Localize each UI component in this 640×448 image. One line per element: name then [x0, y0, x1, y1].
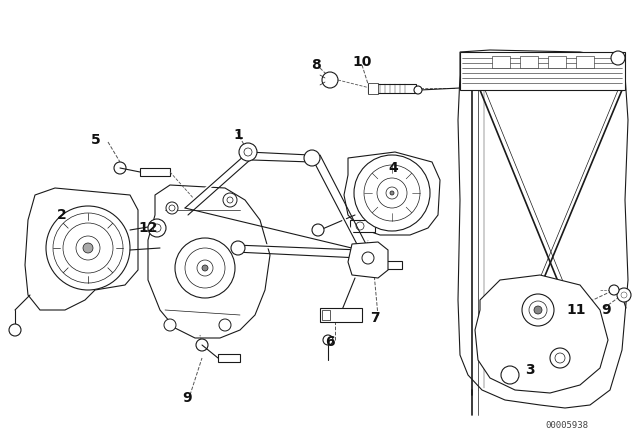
- Circle shape: [534, 306, 542, 314]
- Circle shape: [76, 236, 100, 260]
- Circle shape: [501, 366, 519, 384]
- Bar: [322, 310, 330, 320]
- Circle shape: [164, 319, 176, 331]
- Bar: [368, 83, 378, 94]
- Circle shape: [617, 288, 631, 302]
- Circle shape: [239, 143, 257, 161]
- Circle shape: [223, 193, 237, 207]
- Circle shape: [362, 252, 374, 264]
- Polygon shape: [344, 152, 440, 235]
- Text: 5: 5: [91, 133, 101, 147]
- Circle shape: [244, 148, 252, 156]
- Circle shape: [53, 213, 123, 283]
- Polygon shape: [475, 275, 608, 393]
- Circle shape: [362, 252, 374, 264]
- Circle shape: [83, 243, 93, 253]
- Circle shape: [202, 265, 208, 271]
- Circle shape: [522, 294, 554, 326]
- Polygon shape: [458, 50, 628, 408]
- Circle shape: [227, 197, 233, 203]
- Text: 7: 7: [370, 311, 380, 325]
- Bar: [140, 168, 170, 176]
- Bar: [548, 56, 566, 68]
- Circle shape: [175, 238, 235, 298]
- Circle shape: [153, 224, 161, 232]
- Circle shape: [304, 150, 320, 166]
- Text: 9: 9: [182, 391, 192, 405]
- Circle shape: [196, 339, 208, 351]
- Circle shape: [386, 187, 398, 199]
- Circle shape: [322, 72, 338, 88]
- Circle shape: [323, 335, 333, 345]
- Circle shape: [46, 206, 130, 290]
- Text: 4: 4: [388, 161, 398, 175]
- Circle shape: [231, 241, 245, 255]
- Circle shape: [63, 223, 113, 273]
- Bar: [576, 56, 594, 68]
- Bar: [380, 261, 402, 269]
- Circle shape: [621, 292, 627, 298]
- Circle shape: [364, 165, 420, 221]
- Text: 12: 12: [138, 221, 157, 235]
- Circle shape: [356, 222, 364, 230]
- Bar: [368, 84, 416, 93]
- Bar: [350, 220, 375, 232]
- Circle shape: [197, 260, 213, 276]
- Circle shape: [166, 202, 178, 214]
- Polygon shape: [348, 242, 388, 278]
- Circle shape: [148, 219, 166, 237]
- Circle shape: [312, 224, 324, 236]
- Bar: [320, 308, 362, 322]
- Text: 9: 9: [601, 303, 611, 317]
- Bar: [520, 56, 538, 68]
- Circle shape: [414, 86, 422, 94]
- Text: 2: 2: [57, 208, 67, 222]
- Circle shape: [169, 205, 175, 211]
- Circle shape: [390, 191, 394, 195]
- Text: 3: 3: [525, 363, 535, 377]
- Text: 11: 11: [566, 303, 586, 317]
- Circle shape: [114, 162, 126, 174]
- Text: 10: 10: [352, 55, 372, 69]
- Circle shape: [219, 319, 231, 331]
- Circle shape: [555, 353, 565, 363]
- Circle shape: [611, 51, 625, 65]
- Circle shape: [9, 324, 21, 336]
- Text: 00005938: 00005938: [545, 421, 589, 430]
- Bar: [492, 56, 510, 68]
- Bar: [218, 354, 240, 362]
- Polygon shape: [25, 188, 138, 310]
- Circle shape: [185, 248, 225, 288]
- Circle shape: [529, 301, 547, 319]
- Text: 6: 6: [325, 335, 335, 349]
- Text: 8: 8: [311, 58, 321, 72]
- Text: 1: 1: [233, 128, 243, 142]
- Circle shape: [377, 178, 407, 208]
- Bar: [460, 52, 625, 90]
- Circle shape: [609, 285, 619, 295]
- Polygon shape: [148, 185, 270, 338]
- Circle shape: [354, 155, 430, 231]
- Circle shape: [550, 348, 570, 368]
